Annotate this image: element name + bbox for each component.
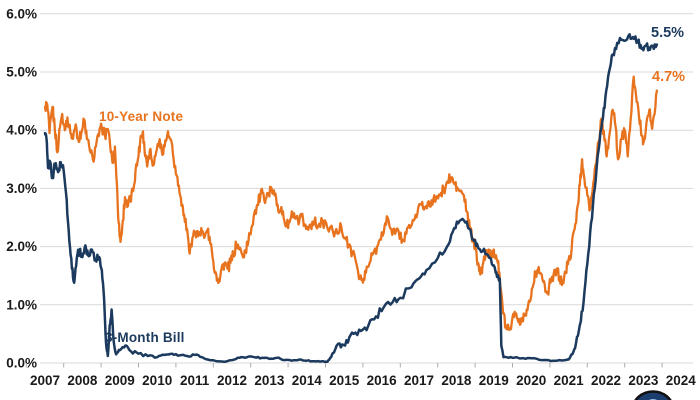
x-axis-tick-label: 2012 [217,373,247,388]
y-axis-tick-label: 6.0% [6,6,37,21]
x-axis-tick-label: 2023 [628,373,659,388]
x-axis-tick-label: 2017 [404,373,434,388]
partial-logo-icon [634,390,672,400]
end-value-label-3-month-bill: 5.5% [651,25,685,41]
x-axis-tick-label: 2011 [180,373,210,388]
x-axis-tick-label: 2008 [67,373,98,388]
series-line-10-year-note [43,75,659,332]
y-axis-tick-label: 5.0% [6,65,37,80]
x-axis-tick-label: 2019 [479,373,509,388]
series-label-10-year-note: 10-Year Note [99,109,184,124]
x-axis-tick-label: 2016 [367,373,398,388]
x-axis-tick-label: 2010 [142,373,172,388]
x-axis-tick-label: 2015 [329,373,360,388]
x-axis-tick-label: 2007 [30,373,60,388]
y-axis-tick-label: 1.0% [6,297,37,312]
x-axis-tick-label: 2013 [254,373,285,388]
x-axis-tick-label: 2024 [666,373,697,388]
y-axis-tick-label: 2.0% [6,239,37,254]
x-axis-tick-label: 2022 [591,373,621,388]
x-axis-tick-label: 2020 [516,373,546,388]
x-axis-tick-label: 2014 [292,373,323,388]
end-value-label-10-year-note: 4.7% [652,69,686,85]
y-axis-tick-label: 0.0% [6,356,37,371]
x-axis-tick-label: 2018 [441,373,472,388]
series-line-3-month-bill [43,33,659,364]
y-axis-tick-label: 4.0% [6,123,37,138]
y-axis-tick-label: 3.0% [6,181,37,196]
x-axis-tick-label: 2021 [554,373,585,388]
series-label-3-month-bill: 3-Month Bill [105,330,185,345]
x-axis-tick-label: 2009 [105,373,135,388]
